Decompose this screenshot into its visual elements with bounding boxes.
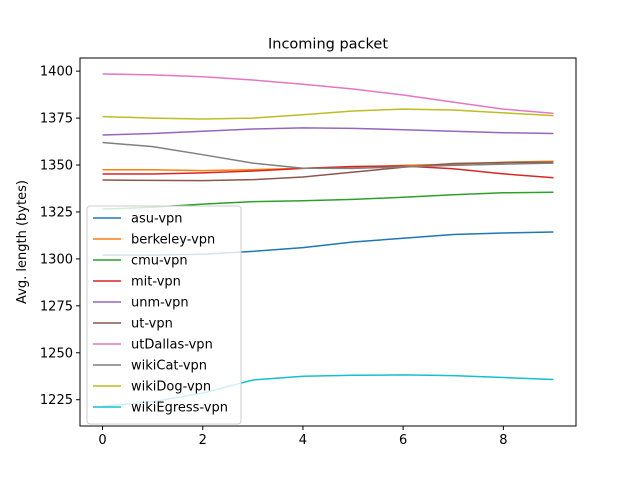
series-line-utDallas-vpn	[102, 73, 554, 115]
series-line-mit-vpn	[102, 165, 554, 179]
legend-label: ut-vpn	[131, 317, 173, 332]
legend-label: asu-vpn	[131, 212, 183, 227]
legend-label: wikiDog-vpn	[131, 380, 211, 395]
x-tick-label: 0	[98, 433, 106, 448]
legend-label: mit-vpn	[131, 275, 181, 290]
series-line-ut-vpn	[102, 161, 554, 182]
legend-label: wikiEgress-vpn	[131, 401, 228, 416]
y-tick-label: 1400	[40, 65, 73, 80]
x-tick-label: 8	[499, 433, 507, 448]
x-tick-label: 6	[399, 433, 407, 448]
axes-frame	[79, 57, 577, 427]
legend-label: utDallas-vpn	[131, 338, 213, 353]
x-tick-label: 4	[299, 433, 307, 448]
y-tick-label: 1350	[40, 159, 73, 174]
legend-label: wikiCat-vpn	[131, 359, 207, 374]
chart-title: Incoming packet	[268, 37, 388, 53]
series-line-wikiDog-vpn	[102, 108, 554, 120]
legend-box	[86, 205, 242, 425]
series-line-wikiCat-vpn	[102, 141, 554, 170]
legend-label: berkeley-vpn	[131, 233, 215, 248]
legend-label: cmu-vpn	[131, 254, 188, 269]
y-tick-label: 1275	[40, 299, 73, 314]
y-axis-label: Avg. length (bytes)	[15, 180, 30, 304]
series-line-unm-vpn	[102, 127, 554, 136]
y-tick-label: 1225	[40, 393, 73, 408]
y-tick-label: 1325	[40, 205, 73, 220]
legend-label: unm-vpn	[131, 296, 189, 311]
y-tick-label: 1375	[40, 112, 73, 127]
legend: asu-vpn berkeley-vpn cmu-vpn mit-vpn unm-vpn…	[86, 205, 242, 425]
y-tick-label: 1300	[40, 252, 73, 267]
y-tick-label: 1250	[40, 346, 73, 361]
x-tick-label: 2	[199, 433, 207, 448]
